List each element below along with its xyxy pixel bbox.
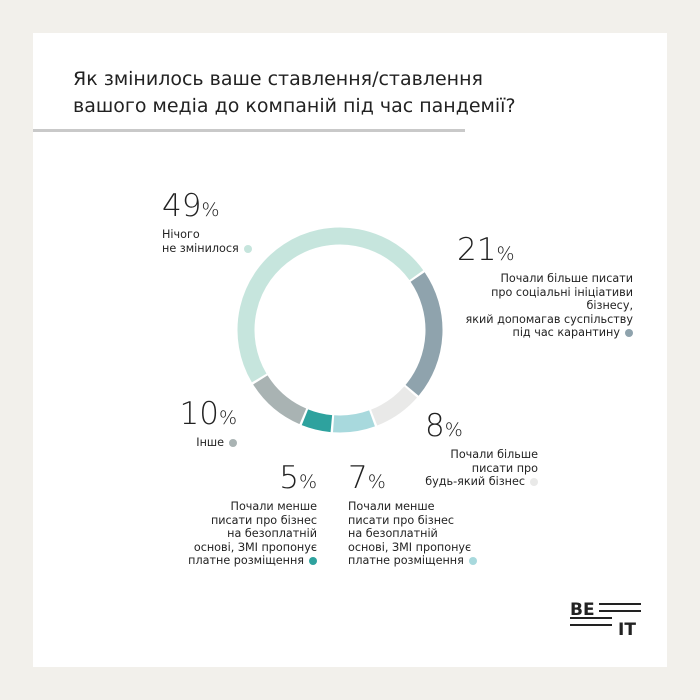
data-label: 49% Нічого не змінилося	[162, 188, 362, 255]
series-name: Почали менше писати про бізнес на безопл…	[188, 500, 317, 567]
donut-segment	[237, 227, 424, 383]
legend-dot	[625, 329, 633, 337]
label-wrap: Почали менше писати про бізнес на безопл…	[348, 500, 548, 568]
value-unit: %	[201, 199, 220, 221]
title-rule	[33, 129, 465, 132]
series-name: Почали більше писати про будь-який бізне…	[425, 448, 538, 488]
logo-line	[570, 624, 612, 626]
chart-title: Як змінилось ваше ставлення/ставлення ва…	[73, 68, 516, 117]
data-label: 10% Інше	[37, 396, 237, 450]
value-label: 10%	[37, 396, 237, 436]
value-unit: %	[218, 407, 237, 429]
logo-line	[599, 603, 641, 605]
donut-segment	[405, 272, 443, 396]
data-label: 8% Почали більше писати про будь-який біз…	[425, 408, 538, 489]
donut-segment	[301, 409, 333, 433]
value-number: 7	[348, 460, 368, 496]
label-wrap: Почали менше писати про бізнес на безопл…	[117, 500, 317, 568]
logo-text: IT	[618, 620, 636, 640]
value-unit: %	[367, 471, 386, 493]
value-number: 8	[425, 408, 445, 444]
series-name: Інше	[196, 436, 224, 449]
legend-dot	[229, 439, 237, 447]
series-name: Нічого не змінилося	[162, 228, 239, 255]
value-unit: %	[444, 419, 463, 441]
value-number: 5	[279, 460, 299, 496]
label-wrap: Інше	[37, 436, 237, 450]
value-unit: %	[496, 243, 515, 265]
value-label: 7%	[348, 460, 548, 500]
logo-line	[570, 617, 612, 619]
donut-segment	[370, 386, 418, 426]
legend-dot	[468, 557, 477, 565]
legend-dot	[309, 557, 317, 565]
value-label: 8%	[425, 408, 538, 448]
value-label: 49%	[162, 188, 362, 228]
series-name: Почали менше писати про бізнес на безопл…	[348, 500, 472, 567]
label-wrap: Нічого не змінилося	[162, 228, 362, 255]
logo-line	[599, 610, 641, 612]
data-label: 5% Почали менше писати про бізнес на безо…	[117, 460, 317, 568]
donut-segment	[333, 410, 375, 433]
data-label: 21% Почали більше писати про соціальні ін…	[457, 232, 633, 340]
value-number: 10	[179, 396, 219, 432]
data-label: 7% Почали менше писати про бізнес на безо…	[348, 460, 548, 568]
donut-segment	[253, 375, 307, 425]
value-label: 21%	[457, 232, 633, 272]
value-label: 5%	[117, 460, 317, 500]
card	[33, 33, 667, 667]
value-number: 21	[457, 232, 497, 268]
series-name: Почали більше писати про соціальні ініці…	[465, 272, 633, 339]
label-wrap: Почали більше писати про соціальні ініці…	[457, 272, 633, 340]
label-wrap: Почали більше писати про будь-який бізне…	[425, 448, 538, 489]
logo-text: BE	[570, 600, 595, 620]
value-number: 49	[162, 188, 202, 224]
legend-dot	[530, 478, 538, 486]
legend-dot	[243, 244, 252, 253]
value-unit: %	[298, 471, 317, 493]
